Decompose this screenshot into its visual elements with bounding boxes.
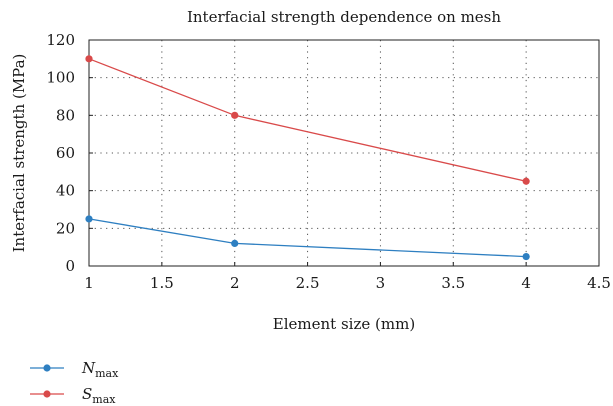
legend-marker-n (43, 364, 51, 372)
data-point-n (85, 215, 93, 223)
x-tick-label: 2 (230, 274, 240, 292)
x-axis-ticks: 1 1.5 2 2.5 3 3.5 4 4.5 (84, 262, 611, 292)
y-tick-label: 20 (56, 219, 75, 237)
legend-label-subscript: max (92, 393, 116, 406)
legend-label-subscript: max (95, 367, 119, 380)
x-tick-label: 2.5 (296, 274, 320, 292)
legend-label-n: Nmax (81, 359, 119, 380)
y-tick-label: 60 (56, 144, 75, 162)
grid (89, 40, 599, 266)
data-point-n (522, 252, 530, 261)
series-layer (85, 55, 530, 261)
chart-title: Interfacial strength dependence on mesh (187, 8, 501, 26)
data-point-s (522, 177, 530, 185)
y-tick-label: 80 (56, 106, 75, 124)
x-tick-label: 4 (521, 274, 531, 292)
y-axis-label: Interfacial strength (MPa) (10, 54, 28, 253)
legend-label-s: Smax (82, 385, 116, 406)
y-tick-label: 40 (56, 182, 75, 200)
x-tick-label: 3.5 (441, 274, 465, 292)
x-tick-label: 4.5 (587, 274, 611, 292)
x-tick-label: 1 (84, 274, 94, 292)
y-tick-label: 0 (65, 257, 75, 275)
legend-label-main: S (82, 385, 92, 403)
data-point-n (231, 239, 239, 247)
data-point-s (85, 55, 93, 63)
y-axis-ticks: 0 20 40 60 80 100 120 (46, 31, 93, 275)
data-point-s (231, 111, 239, 119)
y-tick-label: 100 (46, 69, 75, 87)
x-tick-label: 3 (376, 274, 386, 292)
x-tick-label: 1.5 (150, 274, 174, 292)
legend-label-main: N (81, 359, 96, 377)
y-tick-label: 120 (46, 31, 75, 49)
legend-marker-s (43, 390, 51, 398)
x-axis-label: Element size (mm) (273, 315, 415, 333)
